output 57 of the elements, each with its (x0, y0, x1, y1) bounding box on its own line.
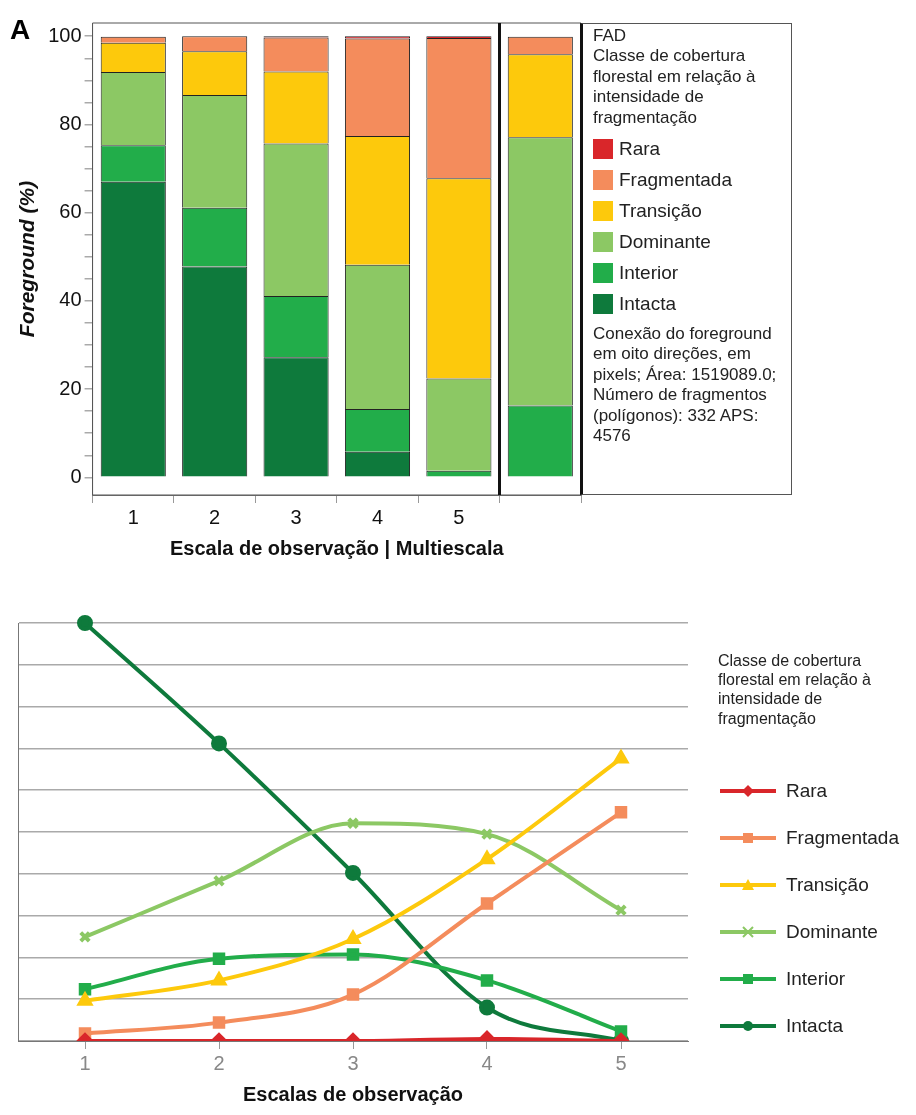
legend-label: Dominante (619, 231, 711, 254)
legend-title: Classe de cobertura florestal em relação à intensidade de fragmentação (718, 651, 872, 728)
legend-label: Intacta (786, 1014, 844, 1038)
point (212, 952, 226, 965)
x-axis-title: Escala de observação | Multiescala (170, 536, 505, 559)
x-tick-label: 2 (209, 505, 221, 528)
x-tick-label: 3 (347, 1051, 359, 1074)
text: Conexão do foreground em oito direções, em pixels; Área: 1519089.0; Número de fragmentos (polígonos): 332 APS: 4576 (593, 323, 778, 447)
legend-label: Rara (619, 138, 661, 161)
point (614, 806, 628, 819)
text: A (10, 14, 31, 46)
legend-title: Classe de cobertura florestal em relação à intensidade de fragmentação (593, 46, 757, 128)
point (345, 931, 361, 945)
x-tick-label: 2 (213, 1051, 225, 1074)
point (346, 948, 360, 961)
point (77, 615, 93, 631)
point (346, 988, 360, 1001)
point (479, 851, 495, 865)
y-axis-title: Foreground (%) (15, 180, 39, 338)
legend-label: Intacta (619, 293, 677, 316)
y-tick-label: 80 (59, 111, 82, 134)
point (77, 992, 93, 1006)
legend-label: Rara (786, 779, 828, 803)
y-tick-label: 40 (59, 288, 82, 311)
x-tick-label: 3 (290, 505, 302, 528)
point (480, 827, 494, 841)
point (212, 874, 226, 888)
text: FAD (593, 26, 628, 47)
x-tick-label: 4 (371, 505, 384, 528)
point (211, 735, 227, 752)
point (345, 864, 361, 881)
point (480, 974, 494, 987)
y-tick-label: 0 (70, 464, 82, 487)
point (613, 750, 629, 764)
legend-label: Interior (786, 967, 846, 991)
x-tick-label: 4 (481, 1051, 493, 1074)
point (480, 897, 494, 910)
x-tick-label: 1 (127, 505, 139, 528)
y-tick-label: 20 (59, 376, 82, 399)
legend-label: Transição (786, 873, 869, 897)
legend-label: Interior (619, 262, 679, 285)
legend-label: Transição (619, 200, 702, 223)
point (212, 1016, 226, 1029)
point (78, 982, 92, 996)
y-tick-label: 100 (48, 23, 82, 46)
point (346, 816, 360, 830)
legend-label: Fragmentada (786, 826, 900, 850)
point (614, 1025, 628, 1038)
x-axis-title: Escalas de observação (242, 1082, 464, 1105)
legend-label: Fragmentada (619, 169, 733, 192)
x-tick-label: 1 (79, 1051, 91, 1074)
legend-label: Dominante (786, 920, 878, 944)
point (211, 972, 227, 986)
y-tick-label: 60 (59, 200, 82, 223)
point (479, 999, 495, 1016)
x-tick-label: 5 (615, 1051, 627, 1074)
x-tick-label: 5 (453, 505, 465, 528)
